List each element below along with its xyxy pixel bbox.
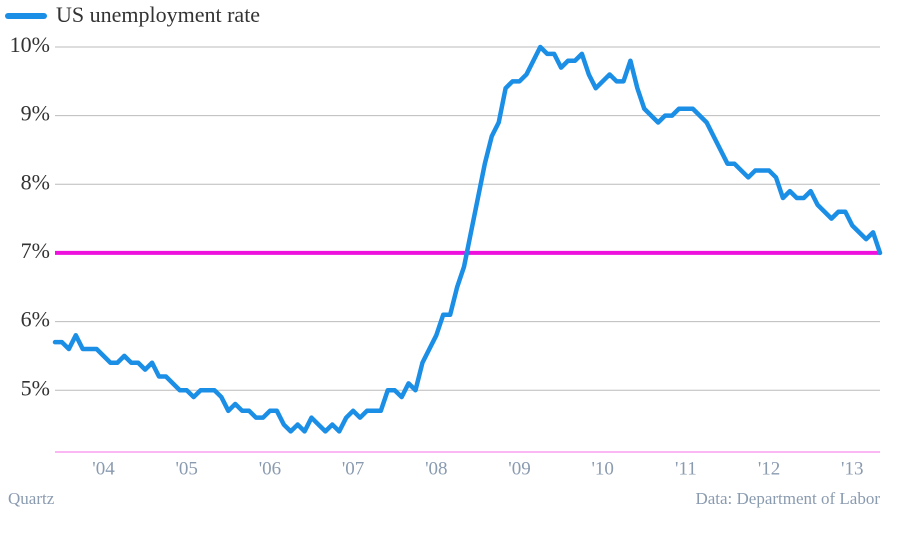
y-tick-label: 9% bbox=[21, 101, 50, 126]
x-tick-label: '12 bbox=[758, 458, 780, 479]
y-tick-label: 6% bbox=[21, 307, 50, 332]
y-tick-label: 7% bbox=[21, 238, 50, 263]
x-tick-label: '05 bbox=[176, 458, 198, 479]
y-tick-label: 8% bbox=[21, 169, 50, 194]
legend-label: US unemployment rate bbox=[56, 2, 260, 27]
x-tick-label: '13 bbox=[841, 458, 863, 479]
source: Data: Department of Labor bbox=[695, 489, 880, 508]
x-tick-label: '04 bbox=[92, 458, 115, 479]
x-tick-label: '10 bbox=[591, 458, 613, 479]
x-tick-label: '06 bbox=[259, 458, 281, 479]
x-tick-label: '07 bbox=[342, 458, 364, 479]
credit: Quartz bbox=[8, 489, 55, 508]
x-tick-label: '08 bbox=[425, 458, 447, 479]
x-tick-label: '11 bbox=[675, 458, 697, 479]
y-tick-label: 5% bbox=[21, 375, 50, 400]
y-tick-label: 10% bbox=[10, 32, 50, 57]
x-tick-label: '09 bbox=[508, 458, 530, 479]
data-line bbox=[52, 44, 883, 434]
